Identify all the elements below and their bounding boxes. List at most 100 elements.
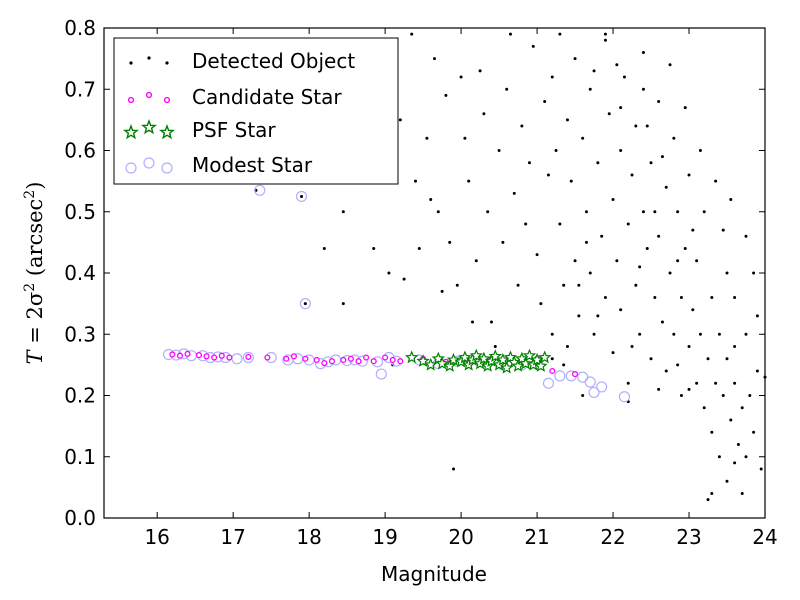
legend-marker-modest — [161, 162, 173, 174]
y-tick-label: 0.1 — [64, 445, 96, 469]
point-candidate-star — [211, 354, 218, 361]
series-detected-object — [254, 32, 767, 502]
point-detected-object — [664, 369, 668, 373]
point-detected-object — [550, 75, 554, 79]
series-modest-star — [162, 184, 631, 403]
point-detected-object — [558, 222, 562, 226]
point-detected-object — [752, 430, 756, 434]
point-detected-object — [573, 259, 577, 263]
point-detected-object — [501, 240, 505, 244]
x-tick-label: 23 — [676, 525, 701, 549]
point-detected-object — [451, 467, 455, 471]
point-detected-object — [748, 394, 752, 397]
point-detected-object — [584, 210, 588, 214]
legend-marker-modest — [143, 157, 155, 169]
point-detected-object — [657, 234, 661, 238]
legend-marker-detected — [147, 56, 151, 60]
point-detected-object — [535, 253, 539, 257]
point-detected-object — [687, 387, 691, 391]
point-detected-object — [588, 271, 592, 275]
x-tick-label: 22 — [600, 525, 625, 549]
x-axis-label: Magnitude — [381, 562, 487, 586]
point-detected-object — [615, 259, 619, 263]
series-psf-star — [404, 348, 552, 374]
point-detected-object — [733, 381, 737, 385]
x-tick-label: 19 — [372, 525, 397, 549]
point-detected-object — [603, 32, 607, 36]
legend-label-psf: PSF Star — [192, 118, 276, 142]
point-detected-object — [341, 210, 345, 214]
point-detected-object — [691, 308, 695, 312]
point-modest-star — [242, 351, 254, 364]
point-detected-object — [565, 118, 569, 122]
point-detected-object — [638, 265, 642, 269]
point-detected-object — [657, 100, 661, 103]
point-detected-object — [736, 443, 740, 446]
point-detected-object — [649, 357, 653, 361]
point-detected-object — [641, 210, 645, 214]
point-detected-object — [592, 332, 596, 336]
point-detected-object — [596, 314, 600, 318]
legend-entry-candidate: Candidate Star — [127, 85, 342, 109]
point-detected-object — [398, 118, 402, 122]
point-candidate-star — [302, 355, 309, 362]
point-detected-object — [467, 179, 471, 183]
point-psf-star — [458, 350, 472, 364]
point-detected-object — [550, 357, 554, 361]
point-modest-star — [584, 376, 596, 388]
point-detected-object — [573, 57, 577, 61]
point-detected-object — [417, 247, 421, 250]
point-candidate-star — [328, 358, 335, 365]
point-detected-object — [402, 277, 406, 281]
point-psf-star — [446, 352, 461, 366]
point-detected-object — [630, 345, 634, 348]
point-candidate-star — [226, 354, 233, 361]
point-detected-object — [592, 69, 596, 73]
point-detected-object — [425, 136, 429, 140]
point-detected-object — [634, 124, 638, 128]
point-candidate-star — [283, 355, 290, 362]
point-detected-object — [638, 332, 642, 336]
y-tick-label: 0.2 — [64, 384, 96, 408]
point-detected-object — [603, 38, 607, 42]
point-detected-object — [755, 369, 759, 373]
point-modest-star — [254, 184, 266, 196]
point-detected-object — [588, 87, 592, 91]
point-detected-object — [733, 296, 737, 299]
point-detected-object — [714, 179, 718, 183]
point-detected-object — [729, 418, 733, 422]
point-detected-object — [653, 210, 657, 214]
y-axis-label: T = 2σ2 (arcsec2) — [22, 182, 47, 365]
point-detected-object — [691, 228, 695, 232]
plot-points — [162, 32, 767, 502]
point-detected-object — [721, 394, 725, 397]
point-candidate-star — [347, 355, 354, 362]
legend-marker-psf — [159, 123, 175, 140]
point-detected-object — [619, 106, 623, 110]
point-modest-star — [542, 377, 555, 389]
legend-entry-psf: PSF Star — [123, 118, 276, 142]
point-detected-object — [429, 198, 433, 201]
point-detected-object — [668, 63, 672, 67]
point-detected-object — [683, 106, 687, 110]
point-detected-object — [725, 271, 729, 275]
point-psf-star — [435, 356, 449, 370]
point-detected-object — [489, 320, 493, 324]
point-modest-star — [299, 298, 311, 310]
point-detected-object — [733, 461, 737, 465]
point-candidate-star — [382, 354, 389, 361]
point-detected-object — [554, 149, 558, 152]
point-detected-object — [558, 32, 562, 36]
point-detected-object — [740, 406, 744, 410]
axis-ticks: 16 17 18 19 20 21 22 23 24 0.0 0.1 0.2 0.3 0.4 0.5 0.6 0… — [64, 16, 778, 549]
y-tick-label: 0.6 — [64, 139, 96, 163]
point-detected-object — [649, 161, 653, 165]
legend-label-detected: Detected Object — [192, 49, 355, 73]
point-modest-star — [375, 368, 387, 380]
point-candidate-star — [549, 367, 556, 375]
point-detected-object — [710, 296, 714, 299]
point-detected-object — [676, 210, 680, 214]
point-detected-object — [676, 363, 680, 367]
point-detected-object — [717, 455, 721, 459]
point-candidate-star — [290, 353, 297, 360]
